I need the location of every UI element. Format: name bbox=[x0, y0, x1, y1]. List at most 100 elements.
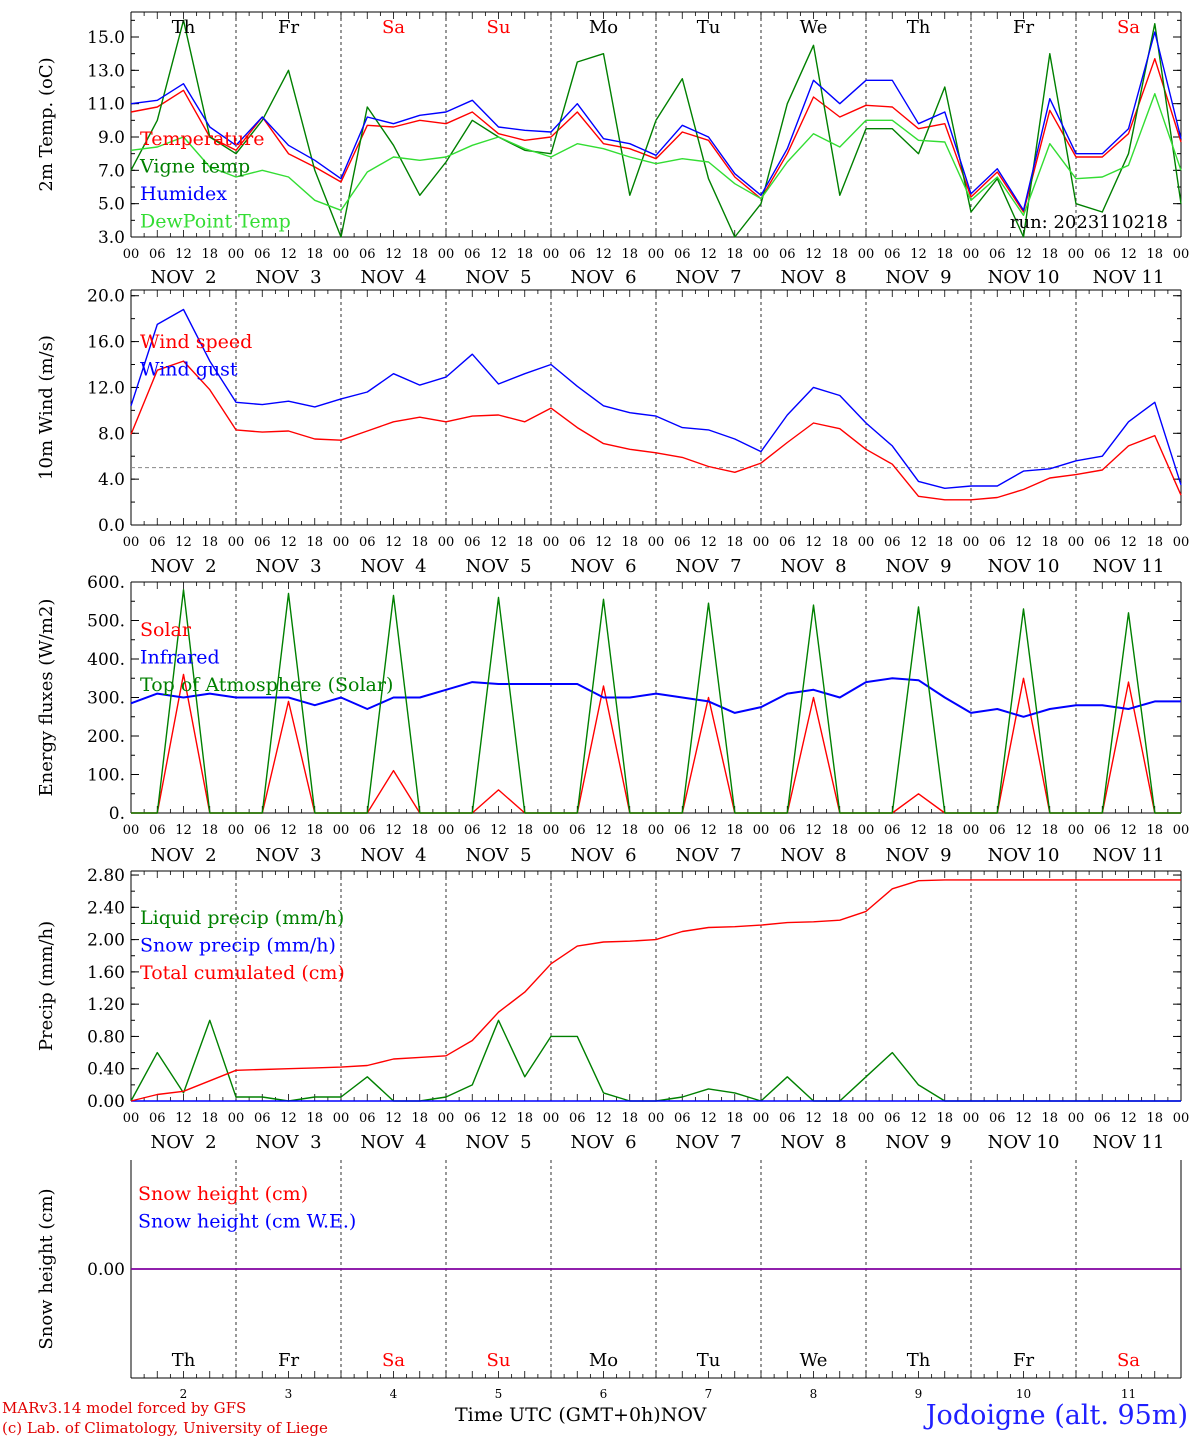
hour-label: 12 bbox=[910, 247, 927, 262]
date-label: NOV 9 bbox=[885, 267, 951, 288]
hour-label: 00 bbox=[753, 1111, 770, 1126]
hour-label: 18 bbox=[306, 247, 323, 262]
hour-label: 06 bbox=[464, 823, 481, 838]
date-label: NOV 2 bbox=[150, 1132, 216, 1153]
day-name: We bbox=[800, 1350, 828, 1371]
y-tick-label: 0.0 bbox=[98, 516, 125, 536]
y-tick-label: 15.0 bbox=[87, 28, 125, 48]
hour-label: 12 bbox=[1120, 247, 1137, 262]
y-tick-label: 2.00 bbox=[87, 931, 125, 951]
y-axis-title: Energy fluxes (W/m2) bbox=[36, 599, 57, 797]
hour-label: 12 bbox=[490, 247, 507, 262]
legend-entry: Liquid precip (mm/h) bbox=[140, 907, 344, 929]
hour-label: 18 bbox=[201, 535, 218, 550]
legend-entry: Top of Atmosphere (Solar) bbox=[140, 674, 393, 696]
hour-label: 12 bbox=[700, 823, 717, 838]
hour-label: 00 bbox=[543, 247, 560, 262]
hour-label: 06 bbox=[569, 1111, 586, 1126]
hour-label: 00 bbox=[1068, 247, 1085, 262]
y-tick-label: 600. bbox=[87, 573, 125, 593]
hour-label: 06 bbox=[149, 247, 166, 262]
hour-label: 00 bbox=[1173, 1111, 1190, 1126]
hour-label: 12 bbox=[175, 823, 192, 838]
hour-label: 12 bbox=[700, 1111, 717, 1126]
date-label: NOV 7 bbox=[675, 556, 741, 577]
day-number: 5 bbox=[495, 1387, 503, 1400]
day-name: Sa bbox=[1117, 17, 1140, 38]
hour-label: 18 bbox=[936, 1111, 953, 1126]
hour-label: 06 bbox=[884, 1111, 901, 1126]
y-tick-label: 12.0 bbox=[87, 378, 125, 398]
day-number: 7 bbox=[705, 1387, 713, 1400]
model-credit: MARv3.14 model forced by GFS bbox=[2, 1399, 247, 1417]
hour-label: 18 bbox=[1041, 535, 1058, 550]
day-number: 3 bbox=[285, 1387, 293, 1400]
hour-label: 12 bbox=[385, 1111, 402, 1126]
date-label: NOV 7 bbox=[675, 267, 741, 288]
date-label: NOV 3 bbox=[255, 845, 321, 866]
y-tick-label: 4.0 bbox=[98, 470, 125, 490]
date-label: NOV 4 bbox=[360, 267, 426, 288]
date-label: NOV 7 bbox=[675, 1132, 741, 1153]
hour-label: 00 bbox=[858, 823, 875, 838]
date-label: NOV 11 bbox=[1093, 1132, 1165, 1153]
hour-label: 00 bbox=[228, 247, 245, 262]
date-label: NOV 4 bbox=[360, 1132, 426, 1153]
date-label: NOV 6 bbox=[570, 845, 636, 866]
hour-label: 06 bbox=[674, 1111, 691, 1126]
day-name: Mo bbox=[589, 1350, 618, 1371]
hour-label: 00 bbox=[963, 247, 980, 262]
hour-label: 18 bbox=[831, 247, 848, 262]
date-label: NOV 10 bbox=[988, 267, 1060, 288]
hour-label: 00 bbox=[1173, 247, 1190, 262]
hour-label: 06 bbox=[149, 1111, 166, 1126]
day-name: Th bbox=[172, 1350, 196, 1371]
date-label: NOV 10 bbox=[988, 845, 1060, 866]
hour-label: 00 bbox=[648, 823, 665, 838]
hour-label: 18 bbox=[516, 1111, 533, 1126]
hour-label: 00 bbox=[963, 535, 980, 550]
hour-label: 18 bbox=[516, 535, 533, 550]
legend-entry: Solar bbox=[140, 619, 192, 641]
date-label: NOV 8 bbox=[780, 1132, 846, 1153]
hour-label: 06 bbox=[569, 535, 586, 550]
hour-label: 18 bbox=[1146, 823, 1163, 838]
hour-label: 12 bbox=[700, 247, 717, 262]
hour-label: 18 bbox=[1041, 247, 1058, 262]
day-number: 10 bbox=[1016, 1387, 1031, 1400]
hour-label: 18 bbox=[1041, 1111, 1058, 1126]
hour-label: 06 bbox=[359, 823, 376, 838]
date-label: NOV 4 bbox=[360, 556, 426, 577]
hour-label: 18 bbox=[1041, 823, 1058, 838]
hour-label: 06 bbox=[779, 823, 796, 838]
hour-label: 12 bbox=[910, 823, 927, 838]
hour-label: 00 bbox=[753, 823, 770, 838]
series-line-vigne-temp bbox=[130, 19, 1182, 238]
date-label: NOV 8 bbox=[780, 556, 846, 577]
series-line-wind-gust bbox=[130, 308, 1182, 489]
date-label: NOV 2 bbox=[150, 556, 216, 577]
day-name: Mo bbox=[589, 17, 618, 38]
date-label: NOV 3 bbox=[255, 267, 321, 288]
date-label: NOV 4 bbox=[360, 845, 426, 866]
hour-label: 12 bbox=[280, 247, 297, 262]
footer-credits: MARv3.14 model forced by GFS (c) Lab. of… bbox=[2, 1398, 328, 1438]
hour-label: 12 bbox=[490, 1111, 507, 1126]
day-name: Th bbox=[907, 1350, 931, 1371]
hour-label: 06 bbox=[149, 535, 166, 550]
hour-label: 12 bbox=[805, 247, 822, 262]
hour-label: 00 bbox=[753, 535, 770, 550]
hour-label: 12 bbox=[1015, 1111, 1032, 1126]
day-name: Fr bbox=[278, 17, 299, 38]
lab-credit: (c) Lab. of Climatology, University of L… bbox=[2, 1419, 328, 1437]
hour-label: 00 bbox=[333, 247, 350, 262]
hour-label: 18 bbox=[201, 247, 218, 262]
date-label: NOV 8 bbox=[780, 845, 846, 866]
hour-label: 18 bbox=[411, 1111, 428, 1126]
hour-label: 00 bbox=[543, 823, 560, 838]
y-tick-label: 100. bbox=[87, 766, 125, 786]
day-number: 9 bbox=[915, 1387, 923, 1400]
hour-label: 06 bbox=[254, 535, 271, 550]
hour-label: 12 bbox=[490, 823, 507, 838]
hour-label: 12 bbox=[175, 1111, 192, 1126]
